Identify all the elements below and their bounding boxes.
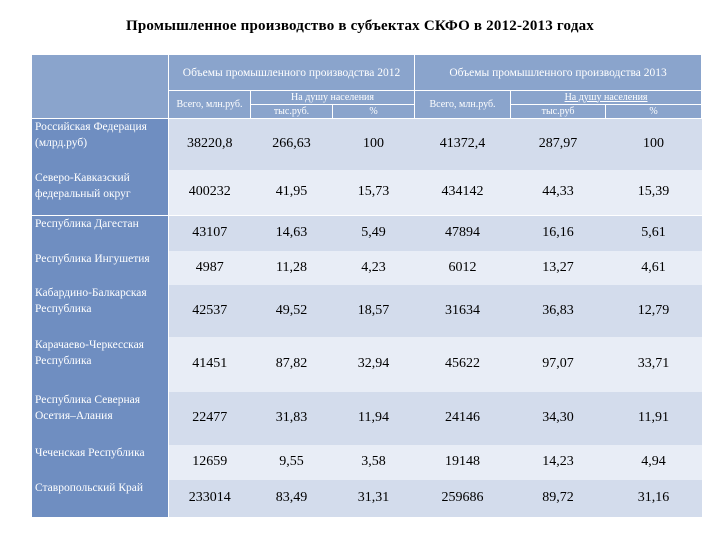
- table-row: Республика Ингушетия 4987 11,28 4,23 601…: [31, 250, 702, 285]
- col-pct-2012: %: [331, 104, 416, 119]
- cell-total-2012: 22477: [168, 391, 251, 445]
- cell-total-2012: 42537: [168, 284, 251, 337]
- cell-thousand-2012: 83,49: [250, 479, 333, 517]
- cell-total-2013: 24146: [414, 391, 511, 445]
- row-name: Республика Ингушетия: [31, 250, 169, 285]
- cell-thousand-2012: 14,63: [250, 215, 333, 251]
- cell-total-2013: 31634: [414, 284, 511, 337]
- cell-thousand-2012: 9,55: [250, 444, 333, 480]
- cell-thousand-2013: 44,33: [510, 169, 606, 216]
- cell-total-2012: 41451: [168, 336, 251, 392]
- row-name: Карачаево-Черкесская Республика: [31, 336, 169, 392]
- cell-pct-2012: 3,58: [332, 444, 415, 480]
- row-name: Российская Федерация (млрд.руб): [31, 118, 169, 170]
- cell-total-2012: 38220,8: [168, 118, 251, 170]
- group-header-2012: Объемы промышленного производства 2012: [167, 54, 416, 91]
- cell-pct-2012: 5,49: [332, 215, 415, 251]
- col-total-2013: Всего, млн.руб.: [414, 90, 512, 119]
- col-pct-2013: %: [605, 104, 703, 119]
- cell-thousand-2013: 97,07: [510, 336, 606, 392]
- cell-pct-2013: 4,94: [605, 444, 702, 480]
- cell-pct-2012: 18,57: [332, 284, 415, 337]
- cell-pct-2013: 5,61: [605, 215, 702, 251]
- cell-total-2013: 47894: [414, 215, 511, 251]
- col-per-capita-2013: На душу населения: [510, 90, 703, 105]
- row-name: Республика Северная Осетия–Алания: [31, 391, 169, 445]
- row-name: Ставропольский Край: [31, 479, 169, 517]
- cell-pct-2013: 31,16: [605, 479, 702, 517]
- cell-pct-2013: 100: [605, 118, 702, 170]
- cell-pct-2013: 15,39: [605, 169, 702, 216]
- cell-thousand-2013: 36,83: [510, 284, 606, 337]
- group-header-2013: Объемы промышленного производства 2013: [414, 54, 703, 91]
- cell-total-2013: 6012: [414, 250, 511, 285]
- cell-thousand-2012: 87,82: [250, 336, 333, 392]
- cell-total-2012: 233014: [168, 479, 251, 517]
- cell-total-2013: 45622: [414, 336, 511, 392]
- cell-thousand-2013: 89,72: [510, 479, 606, 517]
- row-name: Северо-Кавказский федеральный округ: [31, 169, 169, 216]
- cell-thousand-2012: 49,52: [250, 284, 333, 337]
- table-corner: [31, 54, 169, 119]
- table-row: Ставропольский Край 233014 83,49 31,31 2…: [31, 479, 702, 517]
- col-thousand-2012: тыс.руб.: [250, 104, 333, 119]
- table-row: Северо-Кавказский федеральный округ 4002…: [31, 169, 702, 216]
- cell-total-2012: 4987: [168, 250, 251, 285]
- table-row: Чеченская Республика 12659 9,55 3,58 191…: [31, 444, 702, 480]
- cell-total-2012: 12659: [168, 444, 251, 480]
- cell-pct-2012: 11,94: [332, 391, 415, 445]
- col-thousand-2013: тыс.руб: [510, 104, 607, 119]
- table-row: Республика Дагестан 43107 14,63 5,49 478…: [31, 215, 702, 251]
- cell-pct-2012: 31,31: [332, 479, 415, 517]
- cell-pct-2012: 15,73: [332, 169, 415, 216]
- cell-thousand-2013: 34,30: [510, 391, 606, 445]
- cell-total-2013: 41372,4: [414, 118, 511, 170]
- cell-total-2013: 259686: [414, 479, 511, 517]
- cell-pct-2013: 4,61: [605, 250, 702, 285]
- cell-pct-2012: 32,94: [332, 336, 415, 392]
- cell-total-2013: 19148: [414, 444, 511, 480]
- cell-thousand-2012: 266,63: [250, 118, 333, 170]
- row-name: Кабардино-Балкарская Республика: [31, 284, 169, 337]
- col-total-2012: Всего, млн.руб.: [168, 90, 251, 119]
- cell-pct-2012: 100: [332, 118, 415, 170]
- cell-thousand-2013: 14,23: [510, 444, 606, 480]
- cell-total-2012: 43107: [168, 215, 251, 251]
- cell-thousand-2012: 41,95: [250, 169, 333, 216]
- cell-pct-2012: 4,23: [332, 250, 415, 285]
- production-table: Объемы промышленного производства 2012 О…: [31, 54, 703, 517]
- page-title: Промышленное производство в субъектах СК…: [125, 18, 595, 34]
- cell-thousand-2013: 16,16: [510, 215, 606, 251]
- cell-pct-2013: 11,91: [605, 391, 702, 445]
- cell-pct-2013: 12,79: [605, 284, 702, 337]
- col-per-capita-2012: На душу населения: [249, 90, 416, 105]
- row-name: Чеченская Республика: [31, 444, 169, 480]
- cell-thousand-2013: 287,97: [510, 118, 606, 170]
- row-name: Республика Дагестан: [31, 215, 169, 251]
- cell-total-2012: 400232: [168, 169, 251, 216]
- table-row: Кабардино-Балкарская Республика 42537 49…: [31, 284, 702, 337]
- cell-thousand-2012: 31,83: [250, 391, 333, 445]
- cell-pct-2013: 33,71: [605, 336, 702, 392]
- cell-total-2013: 434142: [414, 169, 511, 216]
- table-row: Республика Северная Осетия–Алания 22477 …: [31, 391, 702, 445]
- cell-thousand-2013: 13,27: [510, 250, 606, 285]
- table-row: Российская Федерация (млрд.руб) 38220,8 …: [31, 118, 702, 170]
- cell-thousand-2012: 11,28: [250, 250, 333, 285]
- table-row: Карачаево-Черкесская Республика 41451 87…: [31, 336, 702, 392]
